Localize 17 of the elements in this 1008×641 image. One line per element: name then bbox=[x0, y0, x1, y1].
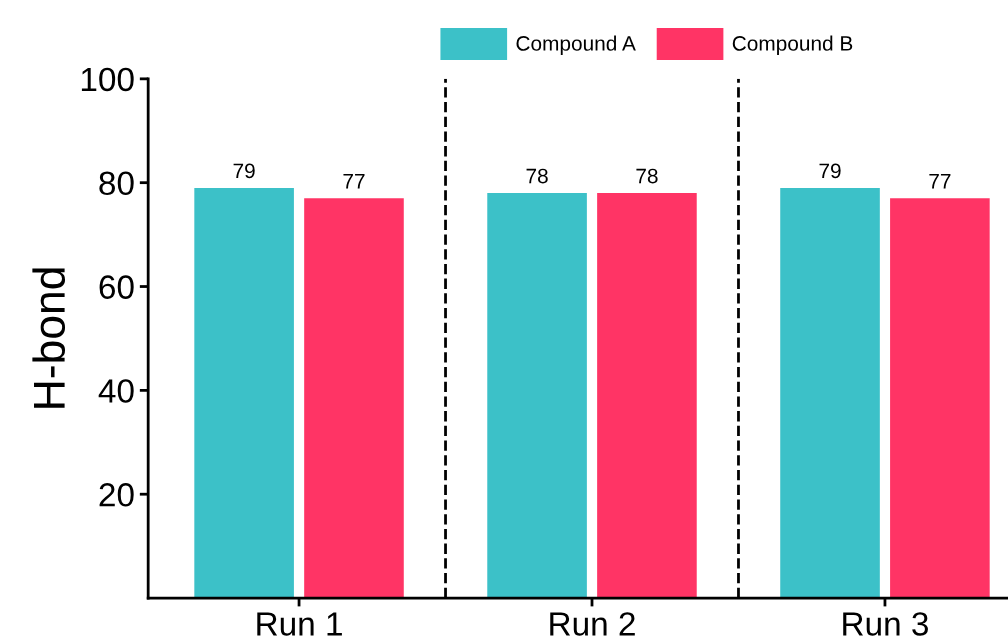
data-label: 79 bbox=[819, 163, 841, 179]
data-label: 77 bbox=[343, 174, 365, 189]
y-axis-title: H-bond bbox=[32, 268, 66, 408]
y-tick-label: 40 bbox=[98, 379, 134, 403]
x-tick-label: Run 3 bbox=[843, 612, 928, 636]
y-tick-label: 80 bbox=[99, 171, 134, 196]
data-label: 77 bbox=[929, 174, 951, 189]
y-tick-label: 60 bbox=[99, 275, 134, 299]
x-tick-label: Run 1 bbox=[257, 612, 342, 636]
legend-label: Compound B bbox=[732, 35, 853, 55]
data-label: 78 bbox=[526, 168, 548, 184]
data-label: 78 bbox=[636, 168, 658, 184]
y-tick-label: 100 bbox=[81, 67, 134, 92]
x-tick-label: Run 2 bbox=[550, 612, 635, 636]
data-label: 79 bbox=[233, 163, 255, 179]
legend-label: Compound A bbox=[516, 35, 636, 55]
y-tick-label: 20 bbox=[99, 483, 134, 507]
